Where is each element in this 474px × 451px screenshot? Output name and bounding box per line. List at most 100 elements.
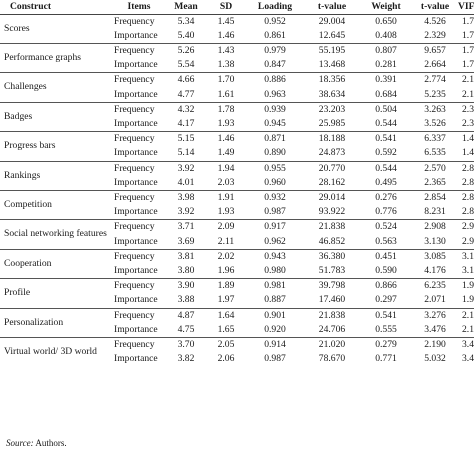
vif-cell: 2.134 [458,72,474,88]
sd-cell: 1.93 [217,206,235,218]
t-value-weight-cell: 8.231 [424,206,446,218]
table-row: Importance 3.92 1.93 0.987 93.922 0.776 8.231 2… [0,205,474,220]
t-value-weight-cell: 9.657 [412,42,458,59]
t-value-loading-cell: 25.985 [318,117,346,129]
construct-cell: Virtual world/ 3D world [0,336,112,367]
items-cell: Frequency [112,219,166,235]
header-weight: Weight [360,0,412,15]
weight-cell: 0.391 [360,72,412,88]
sd-cell: 1.46 [217,29,235,41]
mean-cell: 3.71 [166,219,206,235]
table-row: Importance 4.17 1.93 0.945 25.985 0.544 3.526 2… [0,117,474,132]
sd-cell: 1.61 [217,88,235,100]
items-cell: Importance [114,206,158,218]
vif-cell: 3.438 [462,353,474,365]
sd-cell: 1.45 [217,15,235,27]
table-row: Personalization Frequency 4.87 1.64 0.901 21.… [0,307,474,338]
source-label: Source: [6,438,34,448]
table-row: Cooperation Frequency 3.81 2.02 0.943 36.380 0… [0,248,474,279]
sd-cell: 1.43 [206,42,246,59]
mean-cell: 3.70 [166,336,206,353]
vif-cell: 2.325 [458,101,474,117]
vif-cell: 2.854 [462,206,474,218]
construct-cell: Progress bars [0,131,112,162]
construct-cell: Scores [4,22,30,34]
t-value-loading-cell: 17.460 [318,294,346,306]
loading-cell: 0.939 [246,101,304,117]
t-value-weight-cell: 2.774 [412,72,458,88]
vif-cell: 1.961 [458,278,474,294]
vif-cell: 1.453 [462,147,474,159]
table-header: Construct Items Mean SD Loading t-value … [0,0,474,15]
table-row: Importance 3.69 2.11 0.962 46.852 0.563 3.130 2… [0,235,474,250]
items-cell: Importance [114,323,158,335]
table-row: Importance 4.77 1.61 0.963 38.634 0.684 5.235 2… [0,88,474,103]
header-loading: Loading [246,0,304,15]
sd-cell: 1.93 [217,117,235,129]
t-value-weight-cell: 2.071 [424,294,446,306]
table-row: Importance 5.40 1.46 0.861 12.645 0.408 2.329 1… [0,29,474,44]
loading-cell: 0.932 [246,189,304,206]
weight-cell: 0.279 [360,336,412,353]
t-value-weight-cell: 2.329 [424,29,446,41]
weight-cell: 0.408 [375,29,397,41]
header-t-value-loading: t-value [304,0,360,15]
vif-cell: 1.704 [462,15,474,27]
vif-cell: 2.908 [462,235,474,247]
mean-cell: 4.01 [177,176,195,188]
weight-cell: 0.592 [375,147,397,159]
loading-cell: 0.955 [246,160,304,176]
items-cell: Frequency [112,42,166,59]
loading-cell: 0.914 [246,336,304,353]
t-value-weight-cell: 4.176 [424,264,446,276]
weight-cell: 0.297 [375,294,397,306]
t-value-weight-cell: 2.190 [412,336,458,353]
header-construct: Construct [0,0,112,15]
items-cell: Importance [114,117,158,129]
t-value-loading-cell: 21.838 [304,307,360,323]
loading-cell: 0.861 [264,29,286,41]
loading-cell: 0.890 [264,147,286,159]
construct-cell: Personalization [0,307,112,338]
t-value-weight-cell: 2.570 [412,160,458,176]
sd-cell: 1.78 [206,101,246,117]
weight-cell: 0.544 [360,160,412,176]
loading-cell: 0.963 [264,88,286,100]
header-t-value-weight: t-value [412,0,458,15]
weight-cell: 0.771 [375,353,397,365]
weight-cell: 0.276 [360,189,412,206]
source-note: Source: Authors. [6,438,67,448]
vif-cell: 3.197 [462,264,474,276]
t-value-loading-cell: 18.188 [304,131,360,147]
vif-cell: 3.197 [458,248,474,264]
sd-cell: 1.38 [217,59,235,71]
table-row: Importance 4.01 2.03 0.960 28.162 0.495 2.365 2… [0,176,474,191]
table-row: Scores Frequency 5.34 1.45 0.952 29.004 0.650 4… [0,14,474,34]
t-value-weight-cell: 6.235 [412,278,458,294]
t-value-loading-cell: 29.014 [304,189,360,206]
weight-cell: 0.524 [360,219,412,235]
sd-cell: 1.94 [206,160,246,176]
t-value-weight-cell: 2.664 [424,59,446,71]
items-cell: Frequency [112,131,166,147]
t-value-weight-cell: 2.854 [412,189,458,206]
items-cell: Importance [114,88,158,100]
weight-cell: 0.544 [375,117,397,129]
table-row: Progress bars Frequency 5.15 1.46 0.871 18.18… [0,131,474,162]
table-row: Importance 5.54 1.38 0.847 13.468 0.281 2.664 1… [0,58,474,73]
loading-cell: 0.981 [246,278,304,294]
mean-cell: 3.69 [177,235,195,247]
t-value-loading-cell: 28.162 [318,176,346,188]
loading-cell: 0.980 [264,264,286,276]
table-row: Importance 3.82 2.06 0.987 78.670 0.771 5.032 3… [0,352,474,366]
loading-cell: 0.952 [264,15,286,27]
mean-cell: 4.77 [177,88,195,100]
table-row: Rankings Frequency 3.92 1.94 0.955 20.770 0.54… [0,160,474,191]
t-value-loading-cell: 78.670 [318,353,346,365]
mean-cell: 5.34 [177,15,195,27]
weight-cell: 0.555 [375,323,397,335]
vif-cell: 2.150 [462,323,474,335]
table-row: Challenges Frequency 4.66 1.70 0.886 18.356 0.… [0,72,474,103]
t-value-weight-cell: 3.276 [412,307,458,323]
mean-cell: 5.15 [166,131,206,147]
